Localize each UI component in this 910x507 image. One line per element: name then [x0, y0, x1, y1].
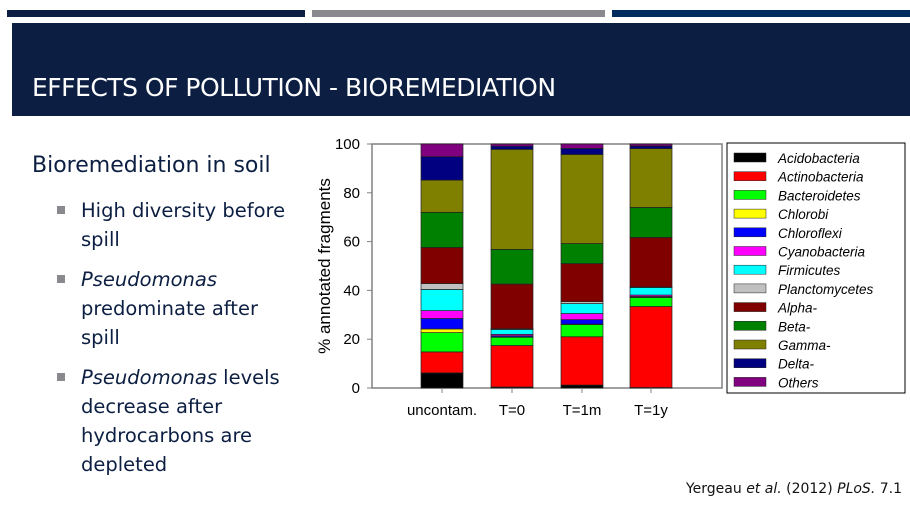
- top-strip-blue: [612, 10, 910, 17]
- bar-segment-delta: [420, 156, 464, 181]
- bar-segment-beta: [629, 207, 673, 238]
- bullet-list: High diversity before spill Pseudomonas …: [57, 196, 287, 490]
- bar-segment-planctomycetes: [420, 283, 464, 290]
- legend: Acidobacteria Actinobacteria Bacteroidetes…: [726, 142, 906, 394]
- bar-segment-others: [629, 143, 673, 147]
- bullet-item: Pseudomonas levels decrease after hydroc…: [57, 363, 287, 479]
- legend-swatch: [733, 264, 767, 275]
- bar-segment-firmicutes: [629, 287, 673, 296]
- bar-segment-bacteroidetes: [629, 297, 673, 307]
- legend-swatch: [733, 190, 767, 200]
- bar-segment-chloroflexi: [420, 318, 464, 330]
- bar-segment-gamma: [490, 149, 534, 250]
- legend-swatch: [733, 339, 767, 350]
- top-strip-gray: [312, 10, 605, 17]
- bar-segment-acidobacteria: [420, 372, 464, 389]
- legend-label: Chlorobi: [778, 207, 829, 222]
- top-strip-dark: [7, 10, 305, 17]
- bar-segment-gamma: [560, 154, 604, 244]
- bar-segment-cyanobacteria: [560, 313, 604, 321]
- bar-segment-firmicutes: [420, 289, 464, 312]
- bar-segment-bacteroidetes: [560, 324, 604, 338]
- legend-label: Bacteroidetes: [778, 188, 861, 203]
- bar-segment-bacteroidetes: [420, 332, 464, 353]
- legend-label: Cyanobacteria: [778, 245, 866, 260]
- bar-segment-actinobacteria: [490, 345, 534, 388]
- bar-segment-delta: [490, 145, 534, 150]
- bar-segment-gamma: [629, 148, 673, 208]
- legend-label: Acidobacteria: [777, 151, 860, 166]
- legend-label: Actinobacteria: [777, 170, 864, 185]
- x-tick-label: T=0: [499, 402, 525, 419]
- slide-title: EFFECTS OF POLLUTION - BIOREMEDIATION: [32, 73, 556, 102]
- bar-segment-beta: [490, 249, 534, 285]
- y-axis-label: % annotated fragments: [315, 178, 334, 354]
- bar-segment-alpha: [490, 283, 534, 330]
- bar-segment-chlorobi: [420, 328, 464, 333]
- bar-segment-delta: [629, 145, 673, 149]
- bar-segment-alpha: [629, 237, 673, 288]
- plot-area: 0 20 40 60 80 100 uncontam. T=0 T=1m T=1y: [335, 136, 723, 419]
- x-tick-label: T=1y: [634, 402, 668, 419]
- x-tick-label: T=1m: [563, 402, 602, 419]
- legend-label: Beta-: [778, 319, 811, 334]
- bar-segment-alpha: [560, 263, 604, 302]
- bullet-square-icon: [57, 373, 65, 381]
- y-tick-label: 100: [335, 136, 360, 153]
- citation: Yergeau et al. (2012) PLoS. 7.1: [685, 481, 902, 497]
- legend-label: Alpha-: [777, 301, 818, 316]
- bullet-square-icon: [57, 206, 65, 214]
- bar-segment-beta: [560, 243, 604, 264]
- legend-swatch: [733, 171, 767, 181]
- bar-segment-beta: [420, 211, 464, 248]
- y-tick-label: 60: [343, 234, 360, 251]
- bar-segment-actinobacteria: [560, 336, 604, 386]
- legend-label: Planctomycetes: [778, 282, 874, 297]
- legend-swatch: [733, 358, 767, 368]
- y-tick-label: 40: [343, 282, 360, 299]
- y-tick-label: 20: [343, 331, 360, 348]
- legend-swatch: [733, 208, 767, 219]
- legend-label: Others: [778, 375, 819, 390]
- legend-swatch: [733, 377, 767, 387]
- bar-segment-cyanobacteria: [420, 310, 464, 319]
- bullet-square-icon: [57, 275, 65, 283]
- legend-swatch: [733, 246, 767, 256]
- bullet-item: High diversity before spill: [57, 196, 287, 254]
- bar-segment-others: [560, 143, 604, 149]
- legend-swatch: [733, 152, 767, 163]
- legend-label: Chloroflexi: [778, 226, 843, 241]
- legend-swatch: [733, 227, 767, 238]
- legend-label: Gamma-: [778, 338, 831, 353]
- x-tick-label: uncontam.: [407, 402, 477, 419]
- bar-segment-firmicutes: [560, 303, 604, 314]
- bar-segment-actinobacteria: [629, 306, 673, 388]
- bar-segment-others: [490, 143, 534, 147]
- legend-swatch: [733, 283, 767, 294]
- y-tick-label: 0: [352, 380, 360, 397]
- y-tick-label: 80: [343, 185, 360, 202]
- legend-swatch: [733, 302, 767, 312]
- legend-label: Firmicutes: [778, 263, 841, 278]
- bar-segment-others: [420, 143, 464, 158]
- bar-segment-gamma: [420, 179, 464, 213]
- bullet-item: Pseudomonas predominate after spill: [57, 265, 287, 352]
- bar-segment-bacteroidetes: [490, 336, 534, 346]
- title-banner: EFFECTS OF POLLUTION - BIOREMEDIATION: [12, 23, 910, 116]
- bar-segment-actinobacteria: [420, 351, 464, 374]
- legend-label: Delta-: [778, 357, 815, 372]
- bar-segment-alpha: [420, 247, 464, 284]
- bar-segment-acidobacteria: [560, 384, 604, 389]
- slide-subtitle: Bioremediation in soil: [32, 153, 271, 178]
- bar-segment-firmicutes: [490, 329, 534, 335]
- legend-swatch: [733, 321, 767, 331]
- bar-segment-delta: [560, 148, 604, 155]
- bar-segment-chloroflexi: [560, 319, 604, 325]
